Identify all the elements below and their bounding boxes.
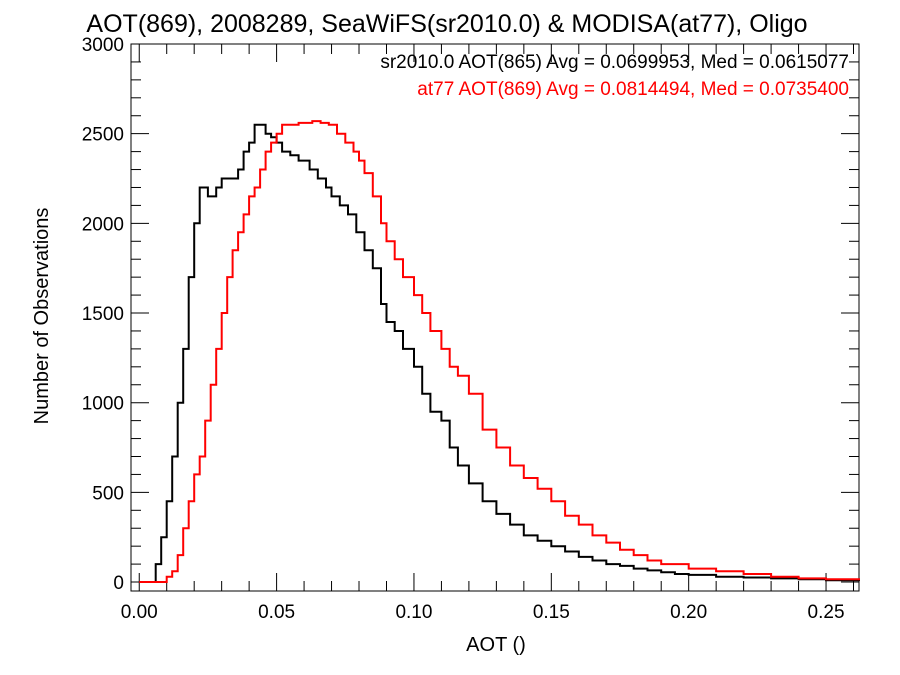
x-tick-label: 0.20 <box>670 602 707 623</box>
x-axis-label: AOT () <box>466 634 526 656</box>
y-tick-label: 0 <box>113 573 124 594</box>
series-line-red <box>139 120 860 583</box>
y-tick-label: 2000 <box>82 214 124 235</box>
legend-entry-black: sr2010.0 AOT(865) Avg = 0.0699953, Med =… <box>380 52 849 73</box>
axis-ticks <box>131 43 859 591</box>
x-tick-label: 0.00 <box>121 602 158 623</box>
x-tick-labels: 0.00 0.05 0.10 0.15 0.20 0.25 <box>121 602 845 623</box>
plot-frame <box>130 43 860 592</box>
y-tick-label: 2500 <box>82 125 124 146</box>
y-tick-label: 3000 <box>82 35 124 56</box>
y-tick-label: 1500 <box>82 304 124 325</box>
x-tick-label: 0.10 <box>395 602 432 623</box>
x-tick-label: 0.15 <box>533 602 570 623</box>
chart-title: AOT(869), 2008289, SeaWiFS(sr2010.0) & M… <box>86 10 807 38</box>
series-layer <box>139 120 860 583</box>
y-axis-label: Number of Observations <box>31 208 53 425</box>
legend-entry-red: at77 AOT(869) Avg = 0.0814494, Med = 0.0… <box>417 79 849 100</box>
x-tick-label: 0.05 <box>258 602 295 623</box>
x-tick-label: 0.25 <box>808 602 845 623</box>
y-tick-labels: 0 500 1000 1500 2000 2500 3000 <box>82 35 124 594</box>
series-line-black <box>139 123 860 583</box>
y-tick-label: 1000 <box>82 394 124 415</box>
y-tick-label: 500 <box>92 483 124 504</box>
